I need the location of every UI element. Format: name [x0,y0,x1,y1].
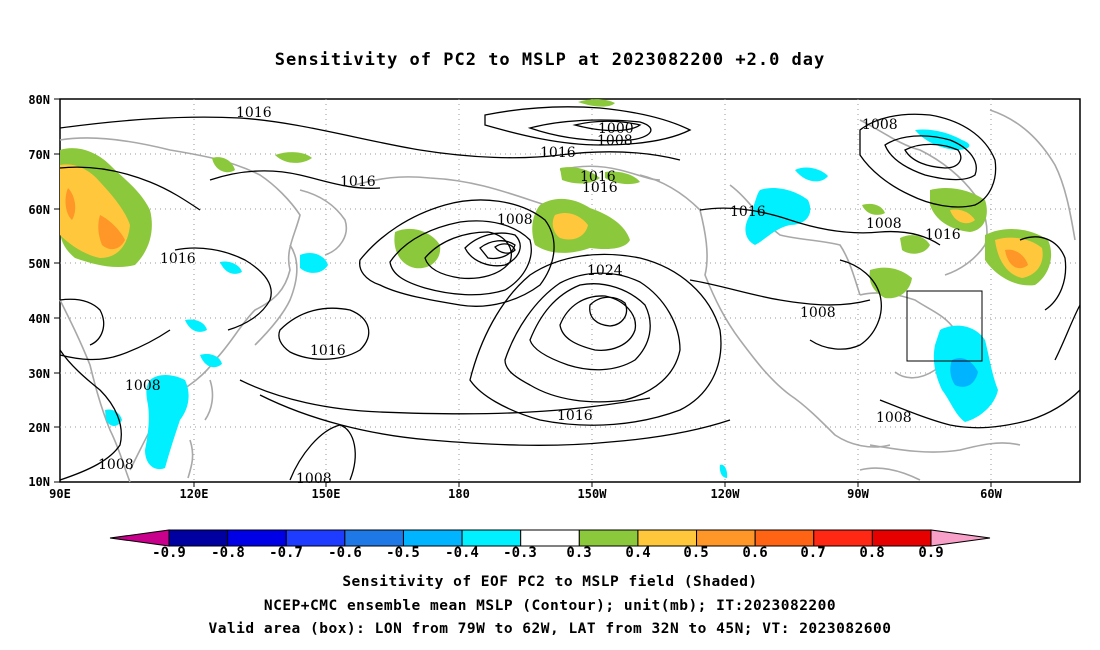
lat-label: 60N [28,203,50,217]
colorbar-label: 0.8 [859,545,884,561]
lat-label: 40N [28,312,50,326]
colorbar-swatch [754,529,815,547]
lat-label: 50N [28,257,50,271]
colorbar-swatch [696,529,756,547]
lon-label: 150W [578,487,608,501]
contour-label: 1016 [557,408,593,424]
lat-label: 30N [28,367,50,381]
colorbar-label: 0.5 [683,545,708,561]
colorbar-label: -0.6 [328,545,362,561]
contour-label: 1008 [800,305,836,321]
colorbar-swatch [461,529,522,547]
lat-axis-labels: 80N 70N 60N 50N 40N 30N 20N 10N [28,93,50,489]
contour-label: 1016 [580,169,616,185]
lon-label: 120E [180,487,209,501]
contour-label: 1008 [866,216,902,232]
contour-label: 1016 [340,174,376,190]
contour-label: 1008 [125,378,161,394]
lat-label: 20N [28,421,50,435]
lat-label: 70N [28,148,50,162]
contour-label: 1008 [876,410,912,426]
contour-label: 1016 [582,180,618,196]
colorbar-label: 0.6 [742,545,767,561]
colorbar-swatch [168,529,229,547]
colorbar-label: -0.4 [445,545,479,561]
contour-label: 1008 [497,212,533,228]
colorbar-label: 0.4 [625,545,650,561]
contour-label: 1008 [862,117,898,133]
colorbar [109,529,991,547]
contour-label-group: 1016 1000 1008 1016 1016 1016 1016 1008 … [98,105,961,487]
contour-label: 1024 [587,263,623,279]
contour-label: 1008 [98,457,134,473]
colorbar-label: -0.9 [152,545,186,561]
colorbar-swatch [813,529,873,547]
colorbar-swatch [637,529,698,547]
colorbar-swatch [871,529,932,547]
contour-label: 1016 [730,204,766,220]
contour-label: 1016 [925,227,961,243]
mslp-contours [59,106,1081,481]
colorbar-label: 0.9 [918,545,943,561]
colorbar-swatch [285,529,346,547]
lon-axis-labels: 90E 120E 150E 180 150W 120W 90W 60W [49,487,1002,501]
contour-label: 1008 [296,471,332,487]
valid-area-box [906,290,983,362]
lat-label: 10N [28,475,50,489]
lat-ticks [54,98,60,483]
contour-label: 1008 [597,133,633,149]
colorbar-extend-low [109,529,170,547]
colorbar-label: -0.7 [269,545,303,561]
lon-label: 180 [448,487,470,501]
colorbar-extend-high [930,529,991,547]
contour-label: 1016 [160,251,196,267]
colorbar-label: -0.3 [503,545,537,561]
lon-label: 90W [847,487,869,501]
lat-label: 80N [28,93,50,107]
colorbar-swatch [578,529,639,547]
caption-shading: Sensitivity of EOF PC2 to MSLP field (Sh… [342,574,758,590]
colorbar-label: 0.3 [566,545,591,561]
map-title: Sensitivity of PC2 to MSLP at 2023082200… [274,50,826,70]
colorbar-label: -0.5 [386,545,420,561]
colorbar-label: -0.8 [211,545,245,561]
lon-label: 150E [312,487,341,501]
colorbar-swatch [227,529,287,547]
caption-valid-area: Valid area (box): LON from 79W to 62W, L… [208,621,892,637]
colorbar-swatch [402,529,463,547]
colorbar-label: 0.7 [800,545,825,561]
contour-label: 1016 [310,343,346,359]
caption-contour: NCEP+CMC ensemble mean MSLP (Contour); u… [263,598,837,614]
contour-label: 1000 [598,121,634,137]
colorbar-swatch [520,529,580,547]
contour-label: 1016 [540,145,576,161]
lon-ticks [193,482,992,487]
lon-label: 60W [980,487,1002,501]
colorbar-labels: -0.9 -0.8 -0.7 -0.6 -0.5 -0.4 -0.3 0.3 0… [152,545,944,561]
colorbar-swatch [344,529,404,547]
lon-label: 120W [711,487,741,501]
lon-label: 90E [49,487,71,501]
contour-label: 1016 [236,105,272,121]
